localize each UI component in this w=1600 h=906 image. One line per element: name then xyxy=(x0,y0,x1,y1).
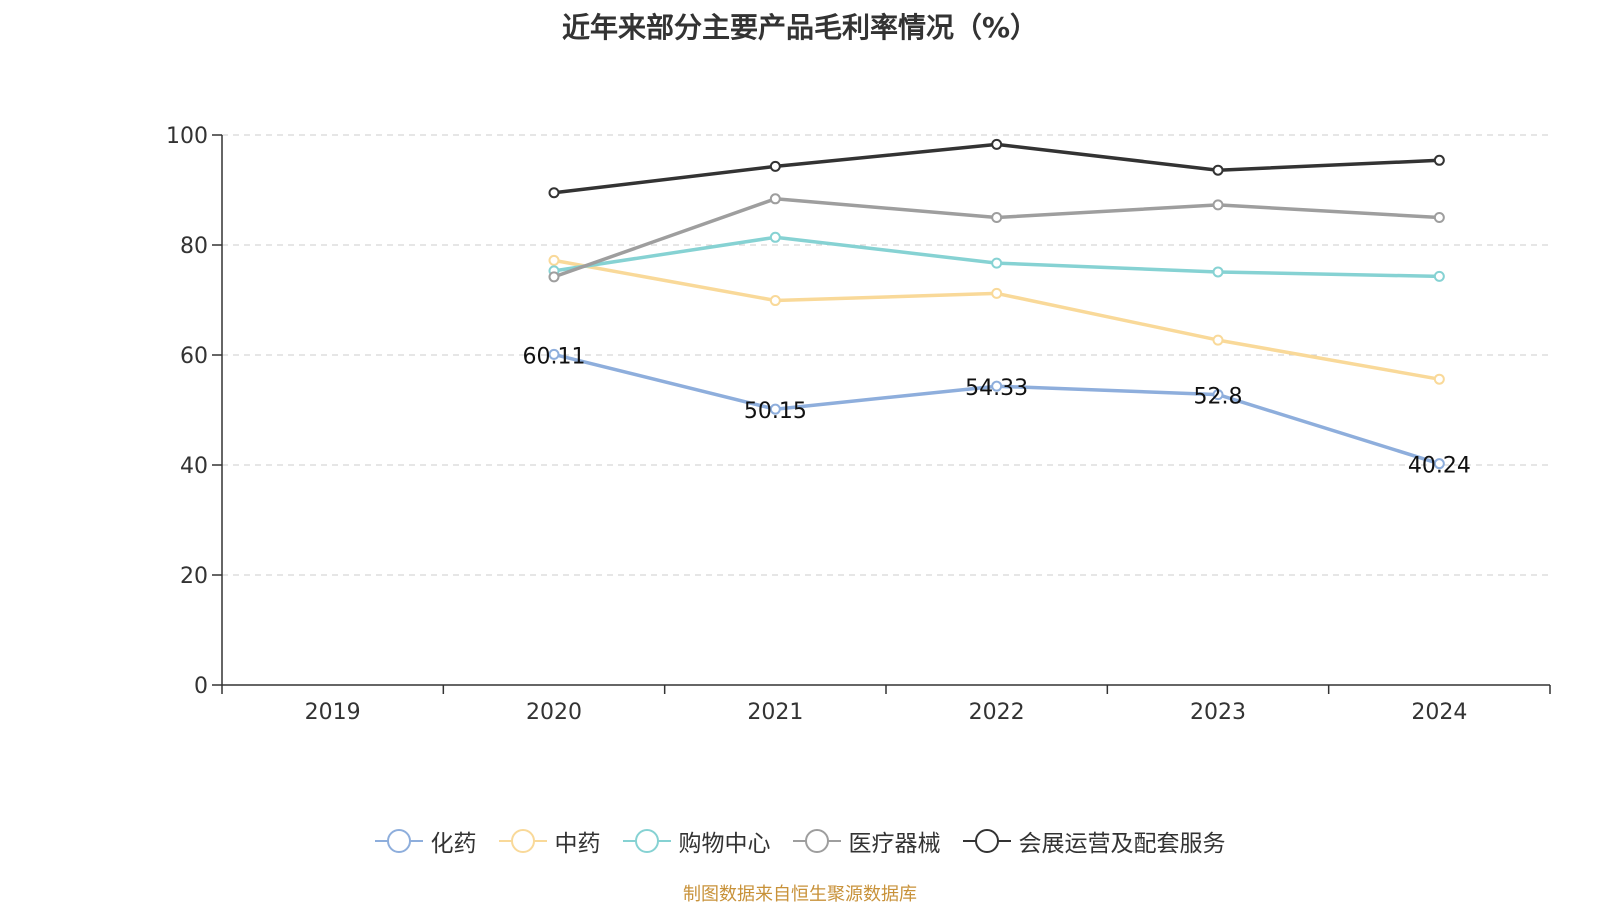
legend-label: 化药 xyxy=(430,831,477,857)
legend-label: 会展运营及配套服务 xyxy=(1018,831,1226,857)
series-2-point xyxy=(991,287,1003,299)
series-1-point xyxy=(769,403,781,415)
series-1-data-label: 40.24 xyxy=(1408,454,1471,479)
grid-lines xyxy=(222,134,1550,576)
legend-marker-circle xyxy=(634,829,659,853)
y-tick-label: 100 xyxy=(166,124,208,149)
legend-marker-icon xyxy=(792,829,841,853)
legend-marker-icon xyxy=(374,829,423,853)
legend-marker-circle xyxy=(386,829,411,853)
series-1-data-label: 50.15 xyxy=(744,399,807,424)
legend-item[interactable]: 中药 xyxy=(498,824,601,858)
series-1-point xyxy=(991,380,1003,392)
x-tick-label: 2020 xyxy=(526,700,582,725)
series-2-point xyxy=(769,295,781,307)
series-5-point xyxy=(1433,154,1445,166)
series-3-point xyxy=(1212,266,1224,278)
series-1-point xyxy=(1212,389,1224,401)
legend-item[interactable]: 医疗器械 xyxy=(792,824,941,858)
legend-marker-circle xyxy=(974,829,999,853)
legend-label: 中药 xyxy=(554,831,601,857)
legend-label: 购物中心 xyxy=(678,831,771,857)
series-1-point xyxy=(548,348,560,360)
series-5-point xyxy=(991,138,1003,150)
x-tick-label: 2024 xyxy=(1411,700,1467,725)
series-2-line xyxy=(553,258,1440,381)
series-4-point xyxy=(548,271,560,283)
legend-marker-circle xyxy=(804,829,829,853)
series-3-point xyxy=(1433,270,1445,282)
series-5-line xyxy=(553,142,1440,195)
series-3-point xyxy=(769,231,781,243)
series-lines xyxy=(548,138,1445,470)
legend-marker-icon xyxy=(622,829,671,853)
x-tick-label: 2022 xyxy=(969,700,1025,725)
chart-title: 近年来部分主要产品毛利率情况（%） xyxy=(561,11,1039,44)
series-4-point xyxy=(769,193,781,205)
x-tick-label: 2019 xyxy=(305,700,361,725)
legend-marker-icon xyxy=(498,829,547,853)
series-3-point xyxy=(991,257,1003,269)
series-3-line xyxy=(553,235,1440,279)
series-1-line xyxy=(553,352,1440,466)
legend-marker-circle xyxy=(510,829,535,853)
y-tick-label: 0 xyxy=(194,674,208,699)
legend-item[interactable]: 化药 xyxy=(374,824,477,858)
x-tick-label: 2023 xyxy=(1190,700,1246,725)
legend-label: 医疗器械 xyxy=(848,831,941,857)
series-4-point xyxy=(1212,199,1224,211)
series-5-point xyxy=(548,187,560,199)
legend: 化药 中药 购物中心 医疗器械 会展运营及配套服务 xyxy=(0,824,1600,858)
series-4-point xyxy=(991,212,1003,223)
axes: 0 20 40 60 80 100 2019 2020 2021 2022 2023 2024 xyxy=(166,124,1551,725)
series-1-data-label: 60.11 xyxy=(523,344,586,369)
series-1-point xyxy=(1433,458,1445,470)
y-tick-label: 40 xyxy=(180,454,208,479)
series-2-point xyxy=(548,254,560,266)
y-tick-label: 60 xyxy=(180,344,208,369)
legend-item[interactable]: 购物中心 xyxy=(622,824,771,858)
series-2-point xyxy=(1433,373,1445,385)
y-tick-label: 20 xyxy=(180,564,208,589)
y-tick-label: 80 xyxy=(180,234,208,259)
series-5-point xyxy=(769,160,781,172)
series-5-point xyxy=(1212,164,1224,176)
x-tick-label: 2021 xyxy=(747,700,803,725)
series-4-point xyxy=(1433,212,1445,223)
series-1-data-label: 54.33 xyxy=(965,376,1028,401)
series-1-data-label: 52.8 xyxy=(1194,385,1243,410)
source-note: 制图数据来自恒生聚源数据库 xyxy=(683,884,917,905)
legend-item[interactable]: 会展运营及配套服务 xyxy=(962,824,1226,858)
series-2-point xyxy=(1212,334,1224,346)
data-labels: 60.11 50.15 54.33 52.8 40.24 xyxy=(523,344,1471,478)
legend-marker-icon xyxy=(962,829,1011,853)
